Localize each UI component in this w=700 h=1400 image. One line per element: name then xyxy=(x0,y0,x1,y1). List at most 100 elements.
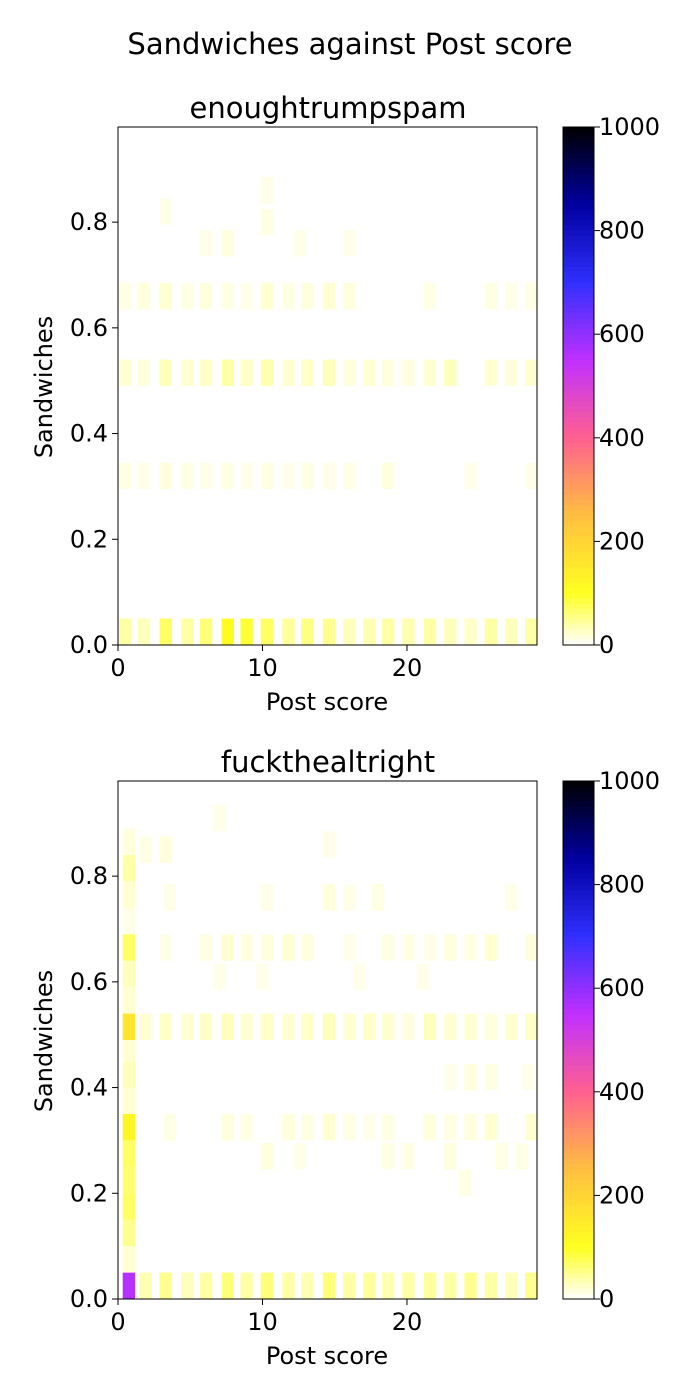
colorbar-segment xyxy=(563,235,594,242)
heatmap-cell xyxy=(301,462,314,490)
colorbar-tick-label: 800 xyxy=(599,871,645,899)
colorbar-segment xyxy=(563,551,594,558)
colorbar-segment xyxy=(563,1210,594,1217)
panel-2-plot-area: 0 10 20 0.0 0.2 0.4 0.6 0.8 xyxy=(70,780,538,1336)
colorbar-segment xyxy=(563,972,594,979)
colorbar-segment xyxy=(563,303,594,309)
y-tick-label: 0.6 xyxy=(70,314,108,342)
heatmap-cell xyxy=(423,618,437,645)
heatmap-cell xyxy=(122,1013,135,1040)
heatmap-cell xyxy=(221,1114,234,1141)
colorbar-segment xyxy=(563,204,594,211)
heatmap-cell xyxy=(181,618,194,645)
colorbar-segment xyxy=(563,812,594,818)
colorbar-segment xyxy=(563,1029,594,1036)
colorbar-segment xyxy=(563,1159,594,1165)
colorbar-segment xyxy=(563,1267,594,1274)
colorbar-segment xyxy=(563,1242,594,1248)
heatmap-cell xyxy=(423,1013,437,1040)
colorbar-segment xyxy=(563,806,594,813)
y-tick-label: 0.0 xyxy=(70,631,108,659)
colorbar-segment xyxy=(563,536,594,542)
heatmap-cell xyxy=(282,618,295,645)
heatmap-cell xyxy=(402,1013,415,1040)
colorbar-segment xyxy=(563,272,594,278)
colorbar-tick-label: 800 xyxy=(599,217,645,245)
heatmap-cell xyxy=(301,1114,314,1141)
y-tick-label: 0.0 xyxy=(70,1285,108,1313)
heatmap-cell xyxy=(139,1013,152,1040)
colorbar-segment xyxy=(563,988,594,994)
colorbar-segment xyxy=(563,629,594,636)
heatmap-cell xyxy=(322,884,336,911)
colorbar-segment xyxy=(563,437,594,444)
heatmap-cell xyxy=(282,1013,295,1040)
colorbar-segment xyxy=(563,520,594,527)
heatmap-cell xyxy=(382,1013,395,1040)
heatmap-cell xyxy=(122,1246,135,1273)
heatmap-cell xyxy=(464,1063,477,1091)
heatmap-cell xyxy=(363,359,376,386)
colorbar-segment xyxy=(563,494,594,501)
heatmap-cell xyxy=(181,282,194,310)
heatmap-cell xyxy=(199,1013,213,1040)
colorbar-segment xyxy=(563,349,594,356)
heatmap-cell xyxy=(322,282,336,310)
colorbar-segment xyxy=(563,463,594,470)
heatmap-cell xyxy=(199,359,213,386)
colorbar-tick-label: 1000 xyxy=(599,113,660,141)
colorbar-segment xyxy=(563,329,594,335)
colorbar-segment xyxy=(563,1050,594,1057)
colorbar-segment xyxy=(563,282,594,289)
heatmap-cell xyxy=(343,462,356,490)
colorbar-segment xyxy=(563,1252,594,1259)
heatmap-cell xyxy=(343,934,356,961)
colorbar-segment xyxy=(563,951,594,958)
heatmap-cell xyxy=(382,359,395,386)
colorbar-segment xyxy=(563,1174,594,1181)
colorbar-segment xyxy=(563,396,594,403)
heatmap-cell xyxy=(322,462,336,490)
colorbar-segment xyxy=(563,354,594,361)
heatmap-cell xyxy=(240,359,253,386)
colorbar-segment xyxy=(563,946,594,953)
heatmap-cell xyxy=(159,198,172,225)
colorbar-segment xyxy=(563,931,594,937)
heatmap-cell xyxy=(122,1140,135,1167)
colorbar-segment xyxy=(563,142,594,149)
colorbar-segment xyxy=(563,1257,594,1264)
heatmap-cell xyxy=(122,1166,135,1194)
heatmap-cell xyxy=(181,1272,194,1299)
panel-1-title: enoughtrumpspam xyxy=(189,91,466,125)
panel-2-ylabel: Sandwiches xyxy=(30,970,58,1112)
colorbar-segment xyxy=(563,1102,594,1108)
heatmap-cell xyxy=(525,1013,538,1040)
colorbar-segment xyxy=(563,386,594,392)
colorbar-segment xyxy=(563,448,594,454)
colorbar-tick-label: 0 xyxy=(599,631,614,659)
heatmap-cell xyxy=(444,1114,457,1141)
heatmap-cell xyxy=(382,934,395,961)
figure-suptitle: Sandwiches against Post score xyxy=(127,27,572,61)
heatmap-cell xyxy=(464,618,477,645)
colorbar-segment xyxy=(563,910,594,917)
colorbar-segment xyxy=(563,308,594,315)
heatmap-cell xyxy=(525,1114,538,1141)
colorbar-segment xyxy=(563,567,594,574)
colorbar-tick-label: 400 xyxy=(599,424,645,452)
heatmap-cell xyxy=(240,1114,253,1141)
colorbar-segment xyxy=(563,292,594,299)
colorbar-segment xyxy=(563,484,594,491)
colorbar-segment xyxy=(563,1060,594,1067)
colorbar-segment xyxy=(563,505,594,511)
heatmap-cell xyxy=(293,230,307,257)
heatmap-cell xyxy=(402,1272,415,1299)
heatmap-cell xyxy=(504,884,518,911)
colorbar-segment xyxy=(563,541,594,548)
heatmap-cell xyxy=(322,359,336,386)
panel-2-colorbar: 0 200 400 600 800 1000 xyxy=(562,767,660,1313)
colorbar-segment xyxy=(563,194,594,201)
heatmap-cell xyxy=(221,934,234,961)
colorbar-segment xyxy=(563,1293,594,1300)
colorbar-segment xyxy=(563,1045,594,1051)
